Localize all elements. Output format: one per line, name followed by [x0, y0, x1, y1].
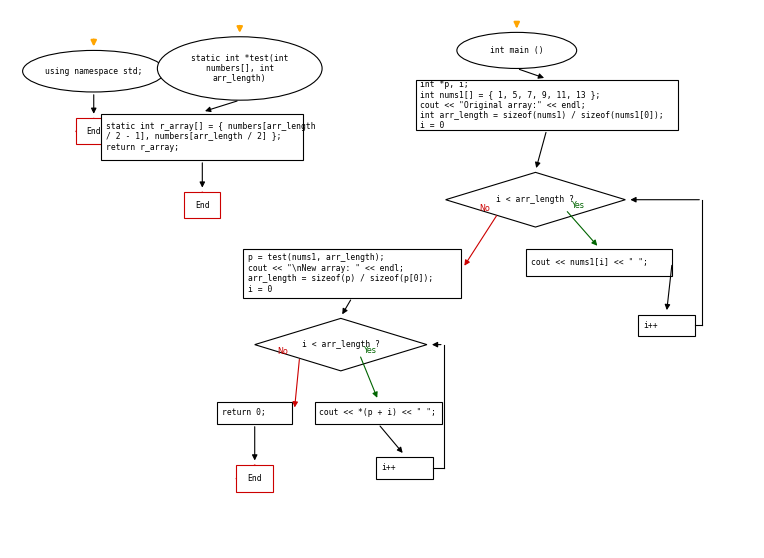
Text: return 0;: return 0; [222, 408, 266, 417]
FancyBboxPatch shape [184, 192, 220, 218]
Ellipse shape [23, 50, 165, 92]
Text: cout << *(p + i) << " ";: cout << *(p + i) << " "; [319, 408, 436, 417]
Text: int *p, i;
int nums1[] = { 1, 5, 7, 9, 11, 13 };
cout << "Original array:" << en: int *p, i; int nums1[] = { 1, 5, 7, 9, 1… [420, 80, 664, 131]
FancyBboxPatch shape [416, 80, 678, 129]
Text: No: No [277, 348, 288, 357]
Ellipse shape [457, 32, 577, 69]
Text: int main (): int main () [490, 46, 543, 55]
Text: End: End [86, 127, 101, 136]
Polygon shape [254, 319, 427, 371]
Polygon shape [184, 192, 220, 218]
Ellipse shape [157, 37, 322, 100]
FancyBboxPatch shape [236, 465, 274, 492]
Text: End: End [195, 201, 209, 210]
Polygon shape [445, 172, 625, 227]
Text: Yes: Yes [571, 201, 584, 210]
Polygon shape [236, 465, 274, 492]
FancyBboxPatch shape [377, 456, 432, 479]
Text: i++: i++ [643, 321, 658, 330]
FancyBboxPatch shape [639, 315, 694, 336]
Text: i++: i++ [381, 463, 396, 472]
Polygon shape [76, 118, 112, 145]
Text: static int *test(int
numbers[], int
arr_length): static int *test(int numbers[], int arr_… [191, 54, 289, 83]
Text: static int r_array[] = { numbers[arr_length
/ 2 - 1], numbers[arr_length / 2] };: static int r_array[] = { numbers[arr_len… [105, 122, 316, 152]
Text: using namespace std;: using namespace std; [45, 67, 143, 76]
Text: i < arr_length ?: i < arr_length ? [302, 340, 380, 349]
Text: End: End [248, 474, 262, 483]
Text: i < arr_length ?: i < arr_length ? [497, 195, 575, 204]
FancyBboxPatch shape [526, 249, 672, 276]
Text: No: No [479, 204, 490, 213]
Text: Yes: Yes [364, 346, 376, 355]
FancyBboxPatch shape [101, 114, 303, 160]
Text: cout << nums1[i] << " ";: cout << nums1[i] << " "; [531, 258, 648, 267]
FancyBboxPatch shape [244, 249, 461, 297]
FancyBboxPatch shape [76, 118, 112, 145]
FancyBboxPatch shape [217, 402, 292, 424]
FancyBboxPatch shape [315, 402, 442, 424]
Text: p = test(nums1, arr_length);
cout << "\nNew array: " << endl;
arr_length = sizeo: p = test(nums1, arr_length); cout << "\n… [248, 253, 433, 294]
